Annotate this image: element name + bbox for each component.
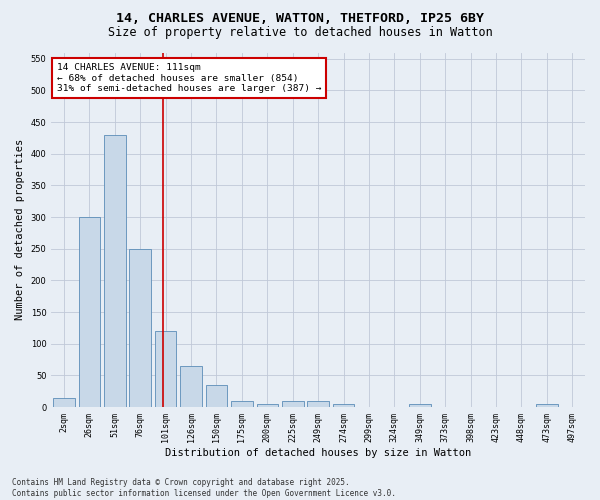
Bar bbox=[79, 217, 100, 407]
Bar bbox=[231, 401, 253, 407]
Bar bbox=[307, 401, 329, 407]
Text: Size of property relative to detached houses in Watton: Size of property relative to detached ho… bbox=[107, 26, 493, 39]
Bar bbox=[333, 404, 355, 407]
Text: 14, CHARLES AVENUE, WATTON, THETFORD, IP25 6BY: 14, CHARLES AVENUE, WATTON, THETFORD, IP… bbox=[116, 12, 484, 26]
Bar bbox=[282, 401, 304, 407]
Bar bbox=[104, 135, 125, 407]
Bar bbox=[155, 331, 176, 407]
Bar bbox=[180, 366, 202, 407]
Text: 14 CHARLES AVENUE: 111sqm
← 68% of detached houses are smaller (854)
31% of semi: 14 CHARLES AVENUE: 111sqm ← 68% of detac… bbox=[56, 63, 321, 93]
Bar bbox=[536, 404, 557, 407]
Bar bbox=[130, 249, 151, 407]
Text: Contains HM Land Registry data © Crown copyright and database right 2025.
Contai: Contains HM Land Registry data © Crown c… bbox=[12, 478, 396, 498]
Bar bbox=[53, 398, 75, 407]
X-axis label: Distribution of detached houses by size in Watton: Distribution of detached houses by size … bbox=[165, 448, 471, 458]
Bar bbox=[257, 404, 278, 407]
Y-axis label: Number of detached properties: Number of detached properties bbox=[15, 139, 25, 320]
Bar bbox=[409, 404, 431, 407]
Bar bbox=[206, 385, 227, 407]
